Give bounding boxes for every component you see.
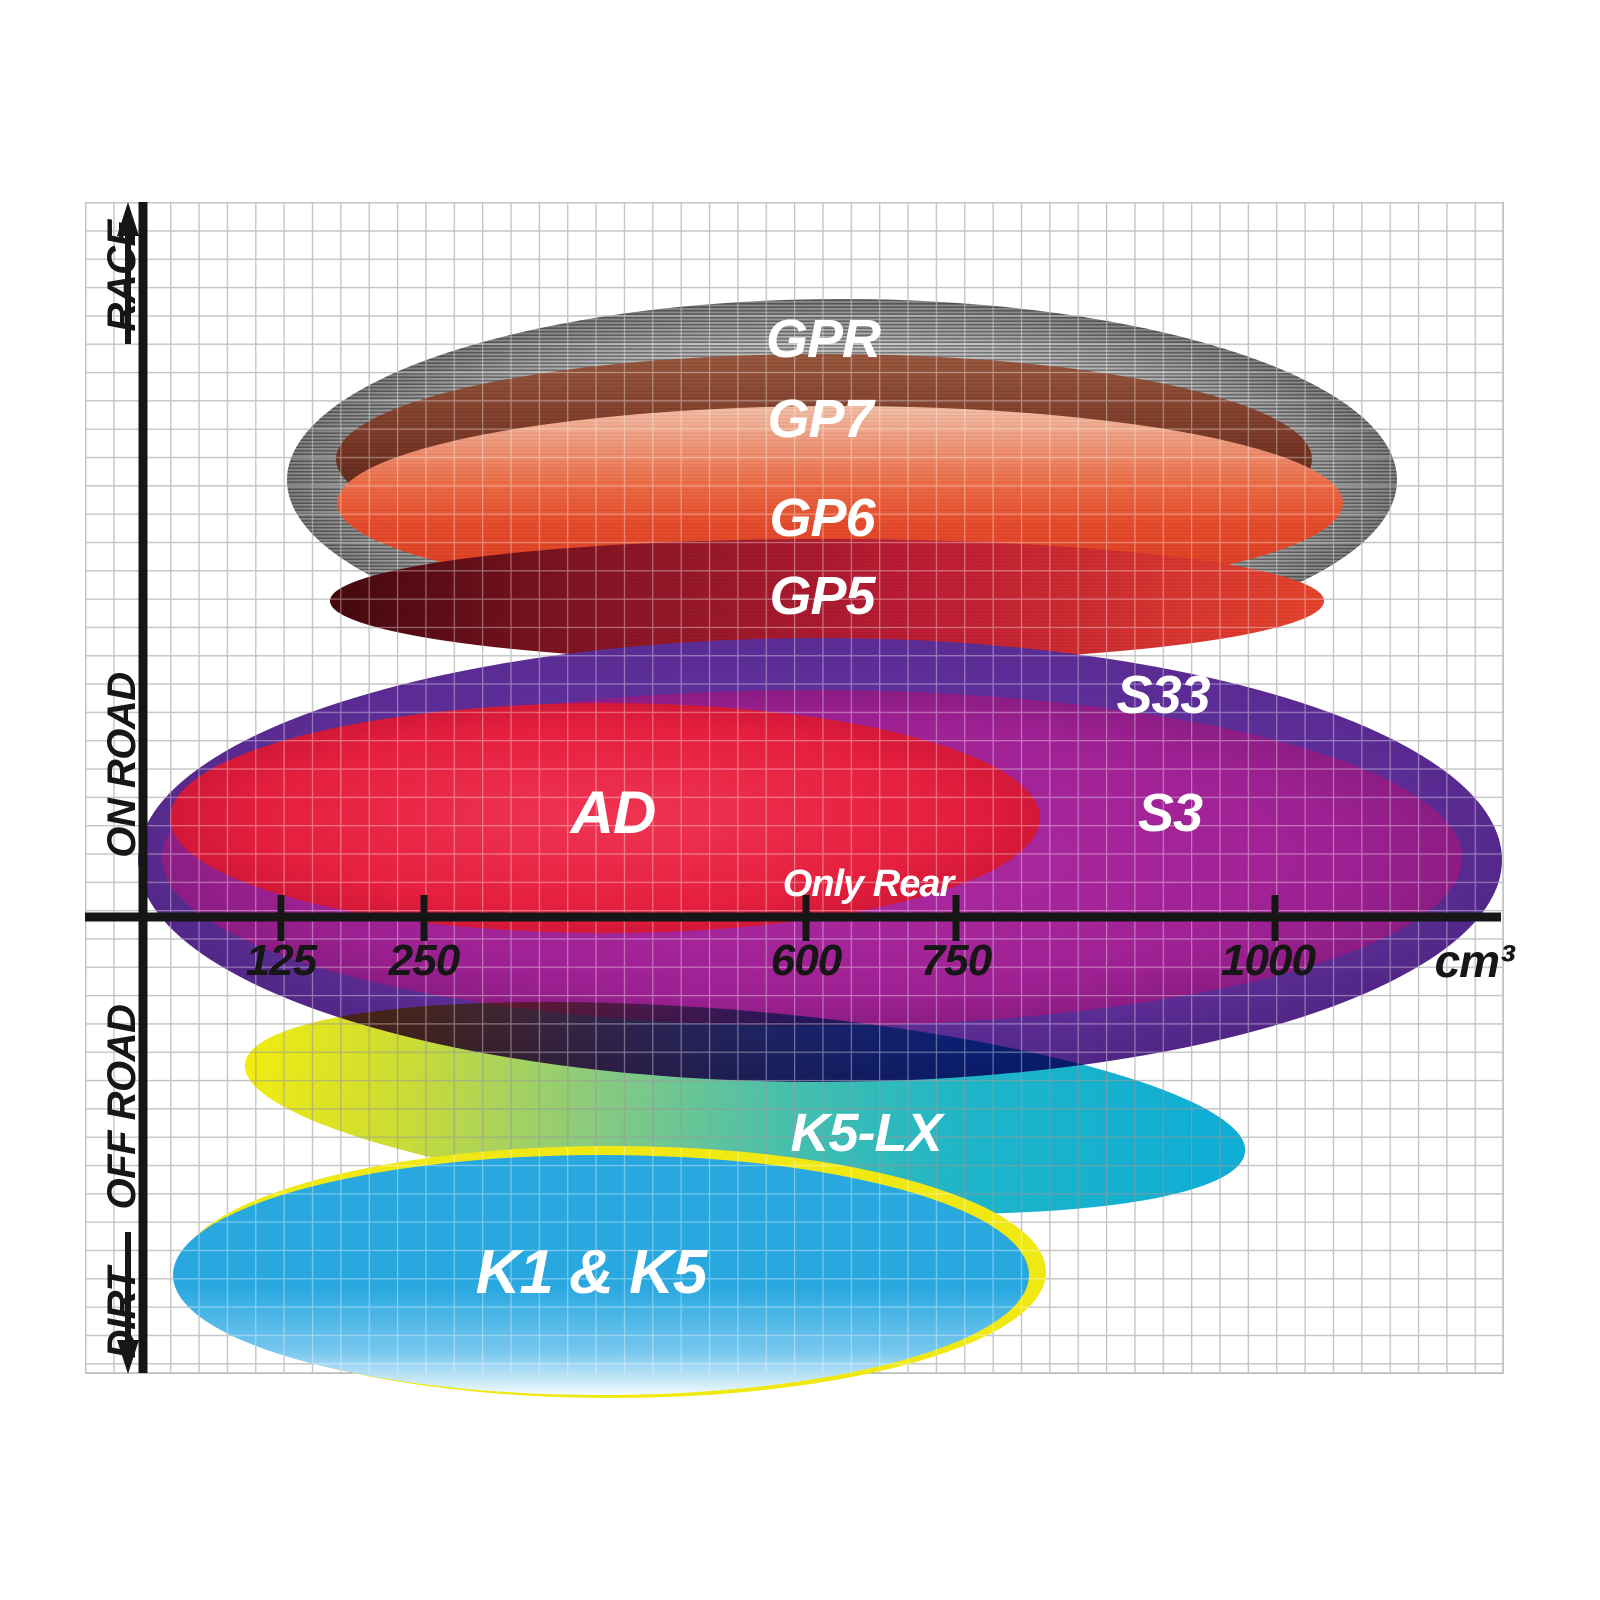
axes bbox=[85, 202, 1501, 1374]
labels: RACE ON ROAD OFF ROAD DIRT 125 250 600 7… bbox=[100, 219, 1517, 1359]
y-label-race: RACE bbox=[100, 219, 144, 332]
dirt-arrow-down bbox=[117, 1232, 139, 1374]
y-label-dirt: DIRT bbox=[100, 1264, 144, 1359]
region-label-gpr: GPR bbox=[766, 309, 881, 369]
x-tick-600: 600 bbox=[771, 936, 843, 985]
region-label-gp7: GP7 bbox=[767, 389, 876, 449]
region-label-ad: AD bbox=[569, 779, 656, 846]
region-label-gp6: GP6 bbox=[769, 488, 876, 548]
grid-over bbox=[85, 202, 1504, 1374]
x-tick-750: 750 bbox=[921, 936, 993, 985]
region-label-s33: S33 bbox=[1116, 665, 1210, 725]
x-axis-unit: cm³ bbox=[1435, 935, 1516, 987]
region-label-s3: S3 bbox=[1138, 783, 1203, 843]
x-axis-ticks bbox=[277, 895, 1279, 941]
region-label-k1k5: K1 & K5 bbox=[476, 1238, 709, 1307]
x-tick-250: 250 bbox=[388, 936, 461, 985]
race-arrow-up bbox=[117, 202, 139, 344]
region-label-k5lx: K5-LX bbox=[790, 1103, 945, 1163]
region-label-gp5: GP5 bbox=[769, 566, 876, 626]
y-label-on-road: ON ROAD bbox=[100, 672, 144, 857]
x-tick-125: 125 bbox=[246, 936, 318, 985]
y-label-off-road: OFF ROAD bbox=[100, 1005, 144, 1210]
x-tick-1000: 1000 bbox=[1221, 936, 1316, 985]
annotation-only-rear: Only Rear bbox=[783, 863, 957, 905]
